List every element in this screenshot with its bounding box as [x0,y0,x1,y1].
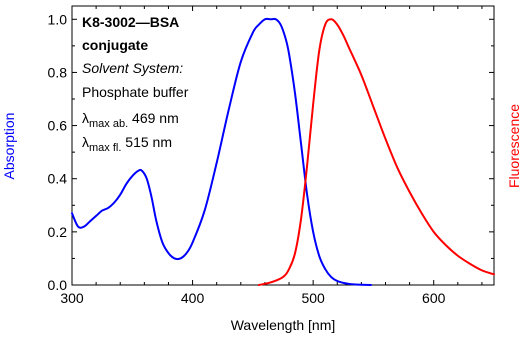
y-tick-label: 0.0 [48,277,68,293]
fluorescence-line [257,18,495,286]
annotation-line-2: conjugate [82,37,148,53]
fl-lambda: λ [82,134,89,150]
x-tick-label: 500 [301,290,325,306]
abs-sub: max ab. [89,118,128,130]
y-tick-label: 0.4 [48,171,68,187]
abs-lambda: λ [82,110,89,126]
y-axis-title-right: Fluorescence [506,104,522,188]
fl-value: 515 nm [121,134,172,150]
abs-value: 469 nm [128,110,179,126]
x-tick-label: 300 [60,290,84,306]
annotation-box: K8-3002—BSA conjugate Solvent System: Ph… [82,14,189,154]
annotation-line-3: Solvent System: [82,60,183,76]
y-tick-label: 0.6 [48,118,68,134]
annotation-fl-max: λmax fl. 515 nm [82,134,172,154]
annotation-line-4: Phosphate buffer [82,84,189,100]
x-tick-label: 600 [422,290,446,306]
absorption-line [71,17,373,286]
plot-frame [71,5,495,286]
series-layer [71,17,495,286]
x-tick-label: 400 [181,290,205,306]
y-tick-label: 1.0 [48,11,68,27]
fl-sub: max fl. [89,142,121,154]
y-tick-label: 0.8 [48,64,68,80]
annotation-abs-max: λmax ab. 469 nm [82,110,179,130]
x-axis-title: Wavelength [nm] [231,317,336,333]
annotation-line-1: K8-3002—BSA [82,14,179,30]
axis-ticks: 300 400 500 600 0.0 0.2 0.4 0.6 0.8 1.0 [48,6,494,306]
y-axis-title-left: Absorption [1,113,17,180]
y-tick-label: 0.2 [48,224,68,240]
